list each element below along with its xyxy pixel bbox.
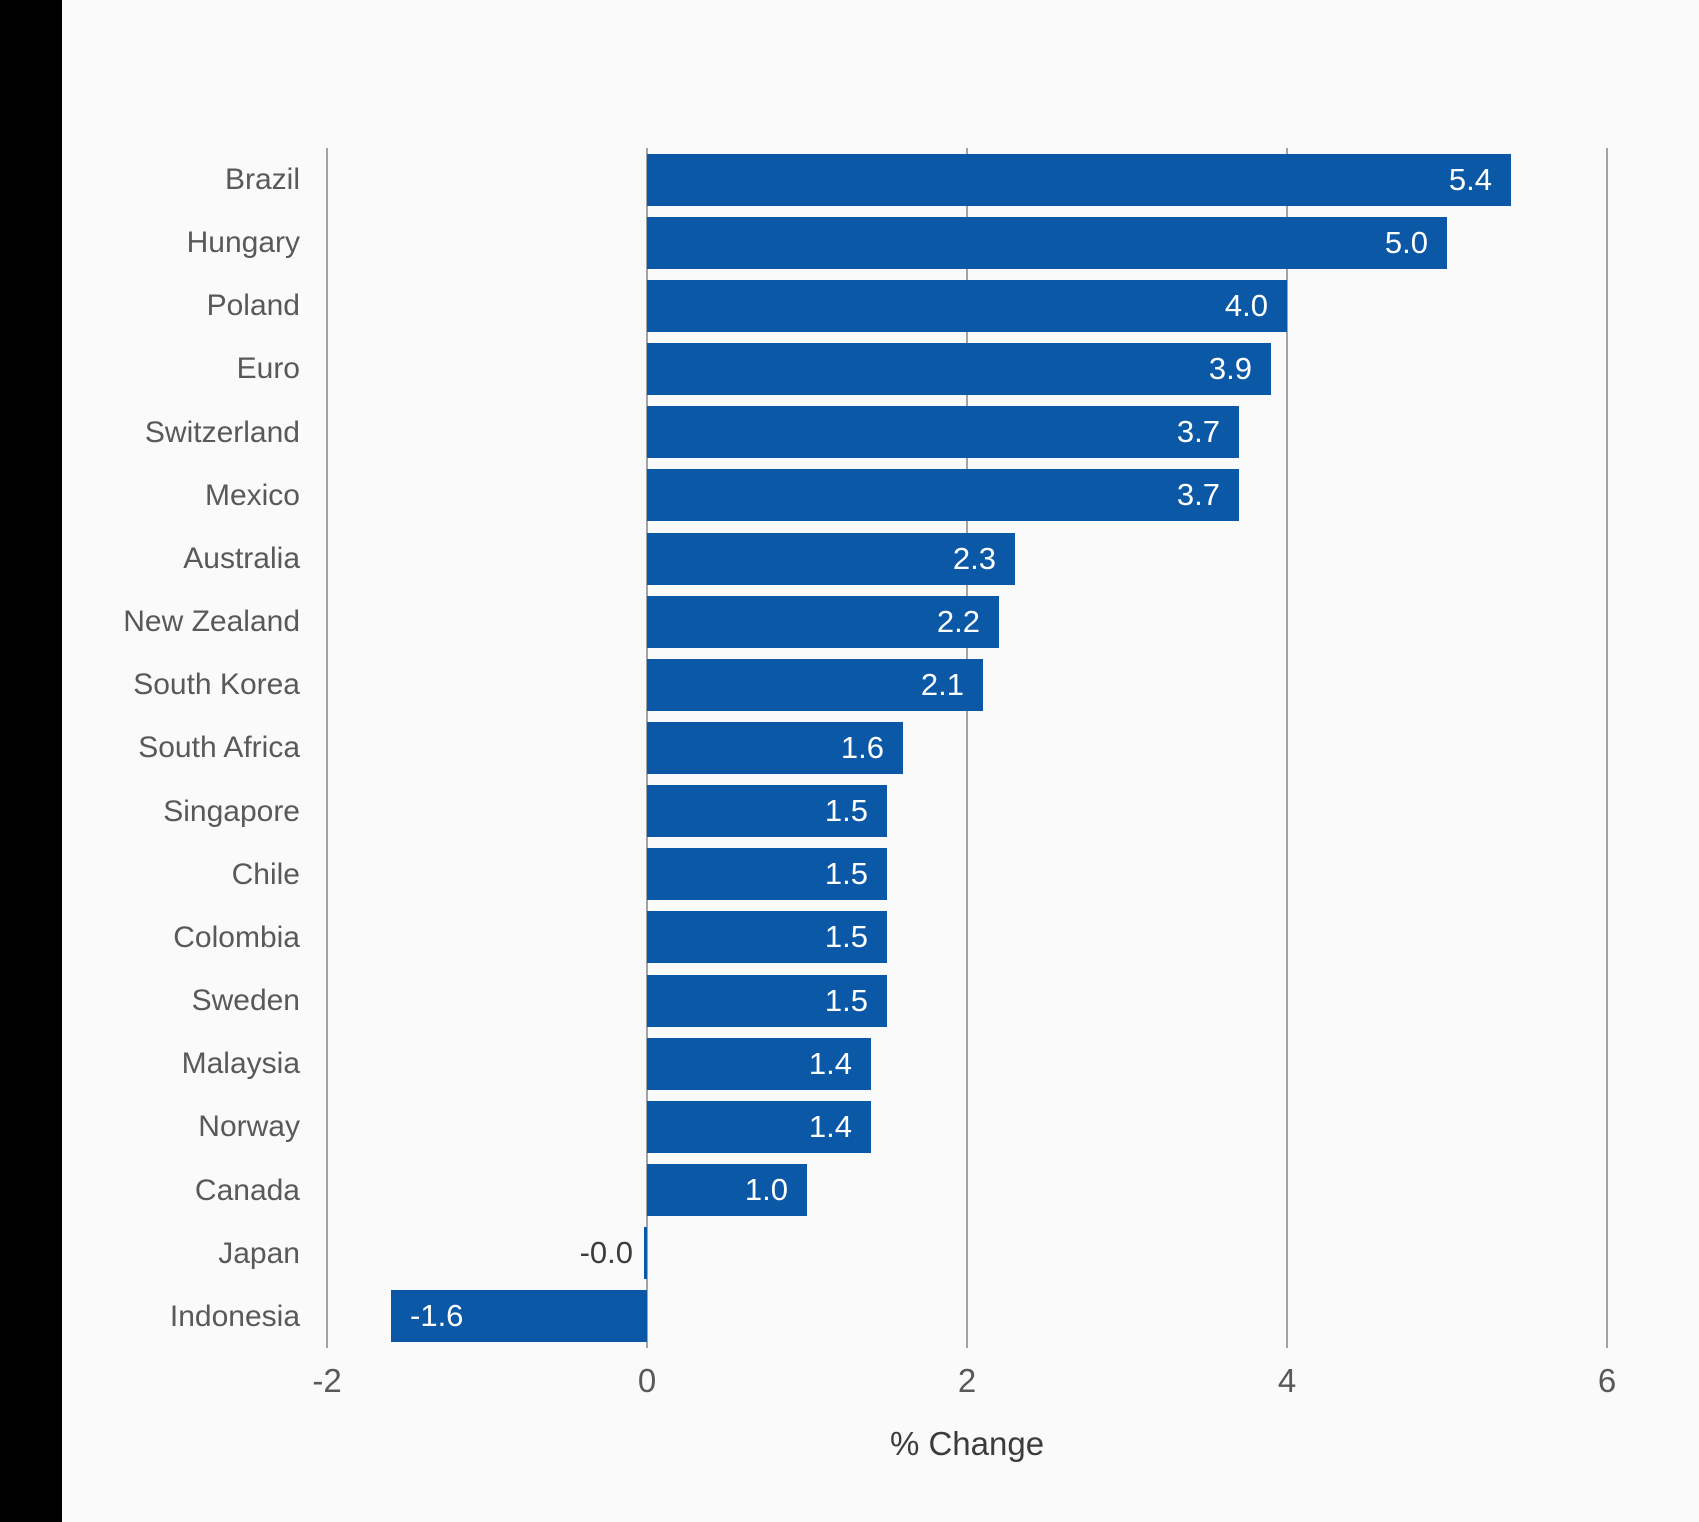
category-label-sweden: Sweden [191,984,300,1018]
bar-value-label: 2.3 [952,540,996,576]
category-label-south-korea: South Korea [133,668,300,702]
bar-malaysia [647,1037,871,1090]
bar-value-label: 3.7 [1176,477,1220,513]
category-label-singapore: Singapore [163,794,300,828]
bar-value-label: 1.5 [824,919,868,955]
category-label-norway: Norway [198,1110,300,1144]
gridline-6 [1606,148,1608,1348]
x-axis-title: % Change [889,1425,1045,1462]
x-tick-label: 6 [1597,1362,1617,1399]
bar-value-label: -0.0 [579,1235,633,1271]
gridline-4 [1286,148,1288,1348]
bar-value-label: 4.0 [1224,287,1268,323]
bar-sweden [647,974,887,1027]
bar-mexico [647,469,1239,522]
bar-value-label: 1.5 [824,793,868,829]
bar-value-label: 1.5 [824,982,868,1018]
category-label-brazil: Brazil [224,163,300,196]
bar-value-label: 3.7 [1176,414,1220,450]
bar-japan [644,1227,647,1280]
bar-norway [647,1100,871,1153]
x-tick-label: 2 [957,1362,977,1399]
gridline--2 [326,148,328,1348]
bar-new-zealand [647,595,999,648]
bar-value-label: 1.4 [808,1108,852,1144]
bar-canada [647,1164,807,1217]
bar-australia [647,532,1015,585]
bar-poland [647,279,1287,332]
bar-value-label: 5.4 [1448,161,1492,197]
category-label-malaysia: Malaysia [181,1047,300,1081]
bar-value-label: 3.9 [1208,351,1252,387]
x-tick-label: -2 [312,1362,342,1399]
category-label-colombia: Colombia [173,920,300,954]
bar-value-label: 1.0 [744,1172,788,1208]
bar-switzerland [647,406,1239,459]
bar-colombia [647,911,887,964]
bar-south-africa [647,722,903,774]
category-label-canada: Canada [194,1173,300,1207]
bar-value-label: -1.6 [410,1298,464,1334]
bar-singapore [647,785,887,838]
bar-chile [647,848,887,901]
category-label-poland: Poland [206,289,300,323]
category-label-chile: Chile [231,857,300,891]
category-label-hungary: Hungary [186,226,300,260]
bar-value-label: 1.6 [840,730,884,765]
category-label-euro: Euro [236,352,300,386]
x-tick-label: 0 [637,1362,657,1399]
x-tick-label: 4 [1277,1362,1297,1399]
left-black-strip [0,0,62,1522]
category-label-switzerland: Switzerland [144,415,300,449]
bar-value-label: 2.1 [920,666,964,702]
category-label-indonesia: Indonesia [169,1299,300,1333]
category-label-south-africa: South Africa [138,731,300,765]
bar-hungary [647,216,1447,269]
bar-indonesia [391,1290,647,1343]
category-label-mexico: Mexico [204,478,300,512]
bar-value-label: 5.0 [1384,224,1428,260]
category-label-japan: Japan [218,1236,300,1270]
category-label-australia: Australia [183,541,300,575]
bar-value-label: 2.2 [936,603,980,639]
bar-south-korea [647,658,983,711]
bar-value-label: 1.5 [824,856,868,892]
gridline-2 [966,148,968,1348]
category-label-new-zealand: New Zealand [123,605,300,639]
bar-euro [647,343,1271,396]
bar-brazil [647,153,1511,206]
bar-value-label: 1.4 [808,1045,852,1081]
